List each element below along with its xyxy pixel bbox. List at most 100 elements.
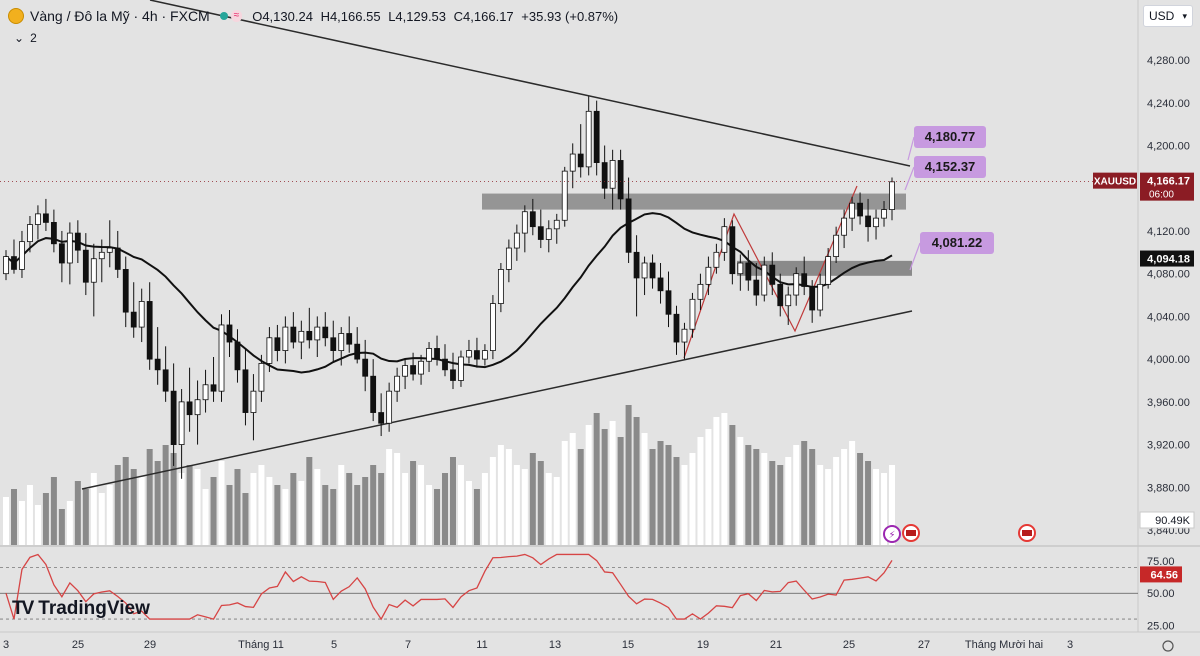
candle-body xyxy=(114,247,121,270)
candle-body xyxy=(3,256,9,275)
volume-bar xyxy=(673,457,680,545)
price-tick-label: 3,880.00 xyxy=(1147,482,1190,494)
candle-body xyxy=(857,202,863,217)
volume-bar xyxy=(625,405,632,545)
annotation-4081-label: 4,081.22 xyxy=(932,235,983,250)
low-value: L4,129.53 xyxy=(388,8,447,24)
candle-body xyxy=(777,283,784,307)
symbol-title[interactable]: Vàng / Đô la Mỹ · 4h · FXCM xyxy=(30,8,210,24)
volume-bar xyxy=(402,473,409,545)
candle-body xyxy=(609,160,616,189)
volume-bar xyxy=(793,445,800,545)
volume-bar xyxy=(90,473,97,545)
annotation-4152-pointer xyxy=(904,166,915,191)
candle-body xyxy=(793,273,800,296)
candle-body xyxy=(122,269,129,313)
status-indicators: ≈ xyxy=(219,10,243,22)
candle-body xyxy=(745,262,752,281)
resistance-zone xyxy=(482,193,906,210)
volume-bar xyxy=(442,473,449,545)
volume-bar xyxy=(98,493,105,545)
candle-body xyxy=(194,399,201,416)
candle-body xyxy=(426,348,432,362)
candle-body xyxy=(809,286,816,311)
candle-body xyxy=(833,234,840,257)
time-tick-label: 27 xyxy=(918,639,930,651)
candle-body xyxy=(474,350,480,360)
tradingview-wordmark: TradingView xyxy=(38,598,150,619)
candle-body xyxy=(617,160,624,200)
candle-body xyxy=(106,247,113,253)
volume-bar xyxy=(66,501,73,545)
volume-bar xyxy=(34,505,41,545)
candle-body xyxy=(226,324,233,343)
symbol-tag xyxy=(1093,172,1137,189)
lower-trendline xyxy=(81,310,913,490)
gold-coin-icon xyxy=(8,8,24,24)
time-tick-label: 3 xyxy=(3,639,9,651)
volume-bar xyxy=(10,489,17,545)
volume-bar xyxy=(82,489,89,545)
volume-bar xyxy=(314,469,321,545)
volume-bar xyxy=(58,509,65,545)
candle-body xyxy=(849,202,855,219)
volume-bar xyxy=(449,457,456,545)
volume-bar xyxy=(426,485,433,545)
candle-body xyxy=(218,324,225,392)
candle-body xyxy=(889,181,895,210)
volume-bar xyxy=(186,465,193,545)
volume-bar xyxy=(465,481,472,545)
volume-bar xyxy=(170,453,177,545)
indicator-collapse-toggle[interactable]: ⌄ 2 xyxy=(14,31,37,45)
price-tick-label: 4,000.00 xyxy=(1147,354,1190,366)
volume-bar xyxy=(841,449,848,545)
lightning-event-icon xyxy=(883,525,901,543)
volume-bar xyxy=(865,461,872,545)
currency-selector[interactable]: USD ▾ xyxy=(1143,5,1193,27)
volume-bar xyxy=(601,429,608,545)
candle-body xyxy=(665,290,672,315)
flag-stripe-icon xyxy=(1022,530,1032,536)
volume-bar xyxy=(146,449,153,545)
candle-body xyxy=(521,211,528,234)
close-value: C4,166.17 xyxy=(453,8,514,24)
volume-bar xyxy=(234,469,241,545)
volume-bar xyxy=(202,489,209,545)
candle-body xyxy=(761,264,768,296)
volume-bar xyxy=(410,461,417,545)
volume-bar xyxy=(26,485,33,545)
volume-bar xyxy=(18,501,25,545)
volume-bar xyxy=(370,465,377,545)
candle-body xyxy=(841,217,848,236)
candle-body xyxy=(466,350,472,358)
volume-bar xyxy=(274,485,281,545)
candle-body xyxy=(43,213,49,223)
volume-bar xyxy=(394,453,401,545)
open-value: O4,130.24 xyxy=(252,8,313,24)
volume-bar xyxy=(282,489,289,545)
market-open-icon xyxy=(219,12,228,20)
volume-bar xyxy=(298,481,305,545)
candle-body xyxy=(873,217,879,228)
candle-body xyxy=(290,326,297,343)
volume-bar xyxy=(545,473,552,545)
volume-bar xyxy=(505,449,512,545)
volume-bar xyxy=(521,469,528,545)
rsi-value-badge xyxy=(1140,566,1182,583)
price-tick-label: 4,120.00 xyxy=(1147,226,1190,238)
annotation-4152-box xyxy=(914,156,986,178)
time-tick-label: 29 xyxy=(144,639,156,651)
time-tick-label: 13 xyxy=(549,639,561,651)
tradingview-logo[interactable]: TV TradingView xyxy=(12,598,150,620)
volume-bar xyxy=(138,477,145,545)
volume-bar xyxy=(74,481,81,545)
candle-body xyxy=(154,358,161,371)
candle-body xyxy=(370,375,377,413)
volume-bar xyxy=(266,477,273,545)
volume-bar xyxy=(809,449,816,545)
candle-body xyxy=(801,273,808,287)
candle-body xyxy=(561,170,568,221)
volume-bar xyxy=(537,461,544,545)
volume-bar xyxy=(529,453,536,545)
